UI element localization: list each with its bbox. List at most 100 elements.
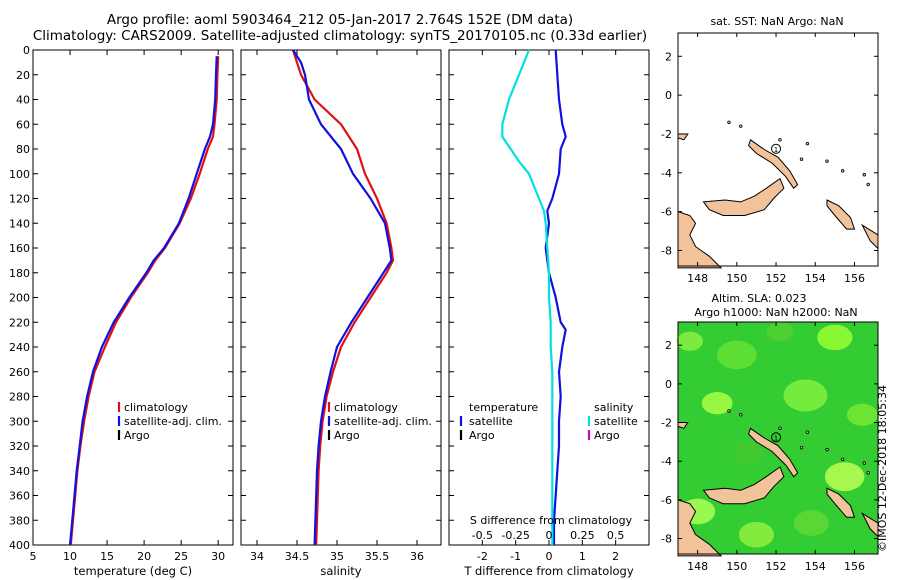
sla-island (739, 413, 743, 417)
sst-profile-marker-label: 1 (774, 146, 778, 154)
sla-land (702, 466, 785, 505)
sst-island (799, 157, 804, 161)
difference-xtick-label: 2 (612, 550, 619, 563)
temperature-xtick-label: 30 (211, 550, 225, 563)
difference-series-s-satellite (501, 49, 554, 545)
sst-island (825, 159, 829, 163)
depth-tick-label: 360 (9, 490, 30, 503)
sla-sla-patch (766, 322, 794, 342)
depth-tick-label: 380 (9, 514, 30, 527)
salinity-xtick-label: 35 (330, 550, 344, 563)
sla-ytick-label: 2 (665, 339, 672, 352)
diff-legend-label: Argo (594, 429, 620, 442)
salinity-xtick-label: 34.5 (285, 550, 310, 563)
diff-legend-title-left: temperature (469, 401, 538, 414)
sst-island (727, 120, 731, 125)
sst-xtick-label: 156 (844, 272, 865, 285)
salinity-xtick-label: 36 (410, 550, 424, 563)
sla-sla-patch (817, 324, 853, 351)
sla-sla-patch (717, 340, 757, 370)
title-line-2: Climatology: CARS2009. Satellite-adjuste… (32, 28, 648, 44)
sst-island (778, 138, 782, 142)
depth-tick-label: 280 (9, 391, 30, 404)
temperature-frame (32, 49, 234, 546)
salinity-series-satellite-adj-clim- (292, 49, 393, 546)
depth-tick-label: 220 (9, 316, 30, 329)
sst-land (748, 139, 799, 190)
sla-ytick-label: -8 (661, 533, 672, 546)
sst-ytick-label: -4 (661, 167, 672, 180)
sla-island (799, 445, 804, 450)
s-diff-xlabel: S difference from climatology (470, 514, 633, 527)
sla-profile-marker-label: 1 (774, 434, 778, 442)
sla-xtick-label: 154 (805, 560, 826, 573)
salinity-legend-label: Argo (334, 429, 360, 442)
sla-land (826, 487, 856, 518)
depth-tick-label: 140 (9, 217, 30, 230)
sst-island (805, 141, 810, 146)
sla-map-title-line-1: Altim. SLA: 0.023 (711, 292, 806, 305)
temperature-xtick-label: 10 (63, 550, 77, 563)
sla-sla-patch (846, 403, 878, 426)
sst-land (702, 177, 785, 216)
sst-map: 1 148 150 152 154 156 2 0 -2 -4 -6 -8 (661, 32, 879, 285)
sla-land (677, 499, 723, 557)
sla-ytick-label: -6 (661, 494, 672, 507)
temperature-series-climatology (69, 56, 220, 546)
sla-island (825, 447, 829, 452)
depth-tick-label: 40 (16, 94, 30, 107)
sst-ytick-label: -8 (661, 244, 672, 257)
s-diff-tick-label: -0.5 (472, 529, 493, 542)
sla-sla-patch (793, 510, 829, 536)
temperature-legend-label: climatology (124, 401, 188, 414)
temperature-xlabel: temperature (deg C) (74, 564, 192, 578)
sst-land (826, 199, 856, 230)
sla-island (727, 409, 731, 413)
sst-xtick-label: 150 (726, 272, 747, 285)
salinity-xlabel: salinity (320, 564, 361, 578)
depth-tick-label: 320 (9, 440, 30, 453)
temperature-series-satellite-adj-clim- (68, 56, 218, 546)
temperature-xtick-label: 25 (174, 550, 188, 563)
sst-ytick-label: 2 (665, 50, 672, 63)
salinity-xtick-label: 34 (250, 550, 264, 563)
title-line-1: Argo profile: aoml 5903464_212 05-Jan-20… (106, 12, 574, 28)
difference-xtick-label: -2 (477, 550, 488, 563)
sla-island (862, 461, 866, 465)
salinity-legend-label: satellite-adj. clim. (334, 415, 432, 428)
sla-sla-patch (701, 392, 733, 415)
sst-ytick-label: -2 (661, 128, 672, 141)
sla-map: 1 148 150 152 154 156 2 0 -2 -4 -6 -8 (661, 321, 879, 573)
depth-tick-label: 180 (9, 267, 30, 280)
sla-sla-patch (676, 331, 703, 351)
depth-tick-label: 260 (9, 366, 30, 379)
sla-land (748, 427, 799, 478)
depth-tick-label: 100 (9, 168, 30, 181)
depth-tick-label: 120 (9, 193, 30, 206)
sst-map-title: sat. SST: NaN Argo: NaN (710, 15, 843, 28)
temperature-xtick-label: 15 (100, 550, 114, 563)
sla-frame (677, 321, 879, 555)
sst-island (862, 173, 866, 177)
diff-legend-label: satellite (594, 415, 638, 428)
sla-xtick-label: 152 (766, 560, 787, 573)
depth-tick-label: 300 (9, 415, 30, 428)
depth-tick-label: 0 (23, 44, 30, 57)
sla-xtick-label: 148 (687, 560, 708, 573)
temperature-legend-label: Argo (124, 429, 150, 442)
depth-tick-label: 340 (9, 465, 30, 478)
difference-xtick-label: -1 (510, 550, 521, 563)
sla-ytick-label: -4 (661, 455, 672, 468)
diff-legend-title-right: salinity (594, 401, 634, 414)
s-diff-tick-label: 0.5 (607, 529, 625, 542)
sla-island (778, 426, 782, 431)
sst-island (739, 124, 743, 128)
sla-map-title-line-2: Argo h1000: NaN h2000: NaN (694, 306, 857, 319)
depth-tick-label: 200 (9, 292, 30, 305)
depth-tick-label: 400 (9, 539, 30, 552)
sst-island (866, 182, 870, 187)
temperature-xtick-label: 20 (137, 550, 151, 563)
s-diff-tick-label: 0 (546, 529, 553, 542)
depth-tick-label: 160 (9, 242, 30, 255)
